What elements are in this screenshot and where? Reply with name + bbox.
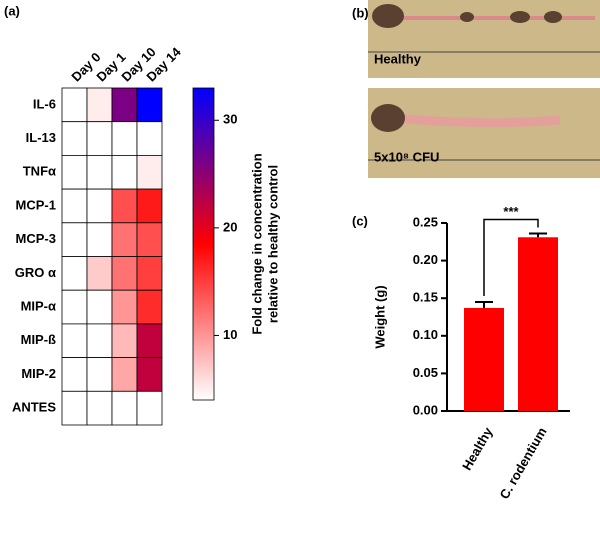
heatmap-cell	[136, 121, 163, 156]
panel-label: (b)	[352, 5, 369, 20]
y-tick-label: 0.20	[413, 252, 438, 267]
significance-bracket	[483, 218, 539, 296]
row-label: MIP-2	[21, 366, 56, 381]
row-label: GRO α	[15, 265, 56, 280]
heatmap-cell	[86, 289, 113, 325]
row-label: MCP-1	[16, 197, 56, 212]
heatmap-cell	[86, 357, 113, 392]
row-label: ANTES	[12, 400, 56, 415]
row-label: IL-13	[26, 130, 56, 145]
heatmap-cell	[86, 390, 113, 426]
heatmap-cell	[111, 154, 138, 190]
panel-label: (c)	[352, 213, 368, 228]
colorbar-label: Fold change in concentration	[249, 153, 264, 334]
y-tick-label: 0.05	[413, 365, 438, 380]
row-label: MIP-ß	[21, 332, 56, 347]
heatmap-cell	[136, 289, 163, 325]
heatmap-cell	[61, 222, 88, 257]
heatmap-cell	[111, 121, 138, 156]
heatmap-cell	[136, 188, 163, 224]
photo	[368, 88, 600, 178]
heatmap-cell	[111, 390, 138, 426]
heatmap-cell	[61, 323, 88, 358]
heatmap-cell	[136, 390, 163, 426]
heatmap-cell	[136, 357, 163, 392]
colorbar-tick-label: 30	[223, 112, 237, 127]
bar	[518, 237, 558, 411]
y-axis-label: Weight (g)	[372, 285, 387, 348]
heatmap-cell	[136, 87, 163, 123]
heatmap-cell	[61, 390, 88, 426]
heatmap-cell	[86, 154, 113, 190]
y-tick-label: 0.10	[413, 327, 438, 342]
heatmap-cell	[111, 256, 138, 291]
row-label: TNFα	[23, 164, 56, 179]
colorbar-tick-label: 20	[223, 219, 237, 234]
colorbar	[192, 87, 215, 401]
y-tick-label: 0.25	[413, 214, 438, 229]
heatmap-cell	[86, 323, 113, 358]
row-label: MCP-3	[16, 231, 56, 246]
x-tick-label: C. rodentium	[496, 425, 549, 502]
panel-label: (a)	[4, 3, 20, 18]
heatmap-cell	[61, 121, 88, 156]
photo-label: 5x10⁸ CFU	[374, 149, 439, 164]
heatmap-cell	[111, 222, 138, 257]
x-tick-label: Healthy	[459, 424, 496, 473]
heatmap-cell	[61, 357, 88, 392]
heatmap-cell	[61, 154, 88, 190]
heatmap-cell	[86, 222, 113, 257]
heatmap-cell	[61, 289, 88, 325]
heatmap-cell	[86, 87, 113, 123]
heatmap-cell	[86, 121, 113, 156]
error-bar	[529, 232, 547, 238]
heatmap-cell	[111, 87, 138, 123]
colorbar-label: relative to healthy control	[265, 165, 280, 323]
heatmap-cell	[61, 256, 88, 291]
heatmap-cell	[136, 154, 163, 190]
y-tick-label: 0.00	[413, 402, 438, 417]
heatmap-cell	[136, 222, 163, 257]
heatmap-cell	[111, 188, 138, 224]
annotation: ***	[503, 204, 519, 219]
row-label: IL-6	[33, 96, 56, 111]
colorbar-tick-label: 10	[223, 327, 237, 342]
photo-label: Healthy	[374, 51, 422, 66]
row-label: MIP-α	[21, 298, 56, 313]
y-tick-label: 0.15	[413, 290, 438, 305]
heatmap-cell	[86, 256, 113, 291]
photo	[368, 0, 600, 78]
heatmap-cell	[61, 188, 88, 224]
error-bar	[475, 300, 493, 308]
heatmap-cell	[86, 188, 113, 224]
heatmap-cell	[136, 256, 163, 291]
bar	[464, 307, 504, 411]
heatmap-cell	[61, 87, 88, 123]
heatmap-cell	[111, 289, 138, 325]
heatmap-cell	[111, 357, 138, 392]
heatmap-cell	[136, 323, 163, 358]
heatmap-cell	[111, 323, 138, 358]
